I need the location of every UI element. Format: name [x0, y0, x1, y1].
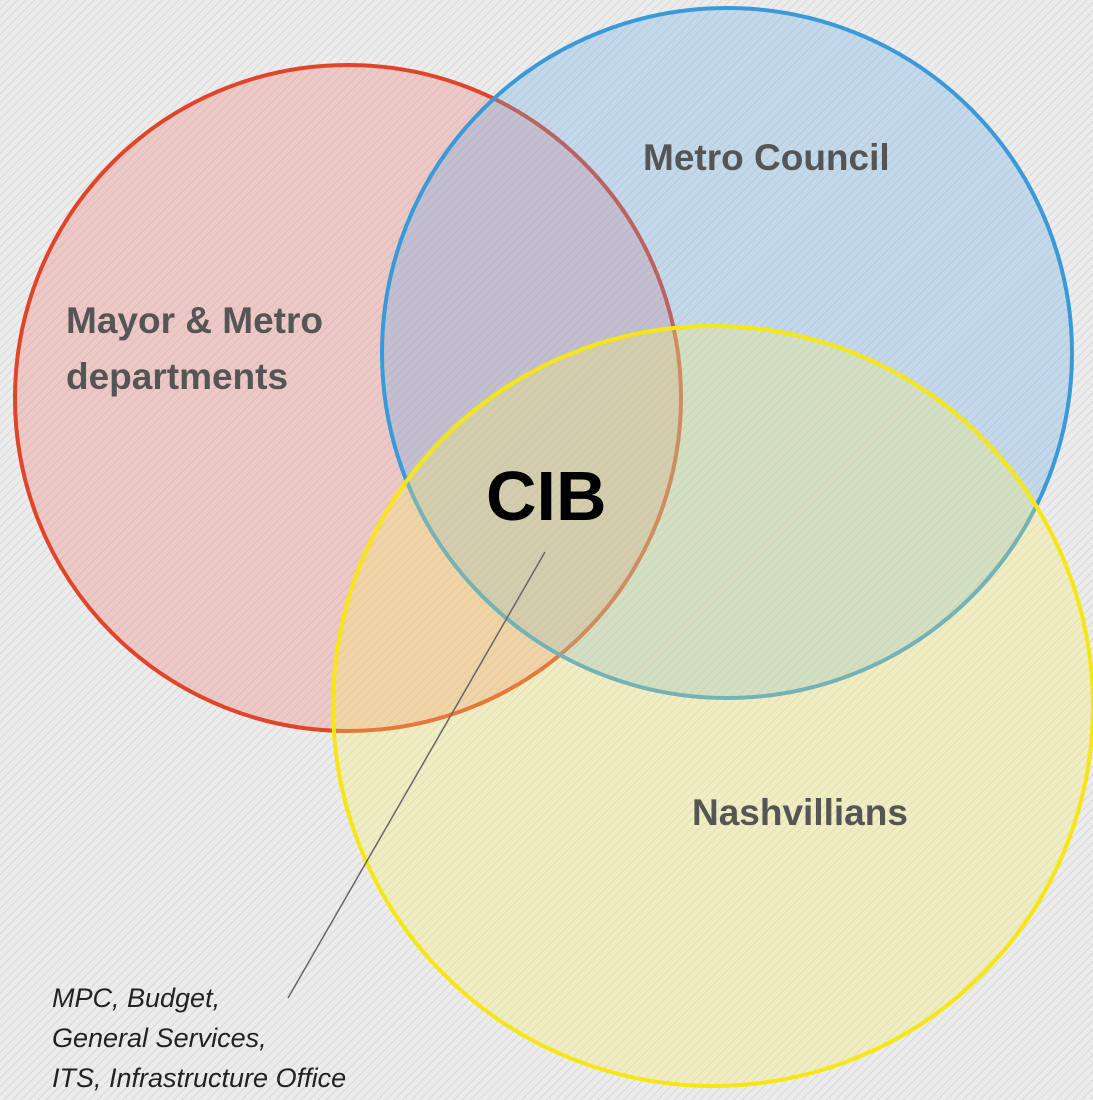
circle-label: Nashvillians — [692, 792, 908, 833]
center-label: CIB — [486, 457, 607, 535]
callout-line — [287, 551, 546, 999]
circle-label: Mayor & Metro — [66, 300, 323, 341]
circle-label: Metro Council — [643, 137, 890, 178]
circle-label: departments — [66, 356, 288, 397]
callout-text: ITS, Infrastructure Office — [52, 1063, 346, 1093]
callout-text: General Services, — [52, 1023, 267, 1053]
circle-mayor — [13, 63, 683, 733]
circle-nashvillians — [331, 324, 1093, 1088]
circle-council — [380, 6, 1074, 700]
callout-text: MPC, Budget, — [52, 983, 220, 1013]
